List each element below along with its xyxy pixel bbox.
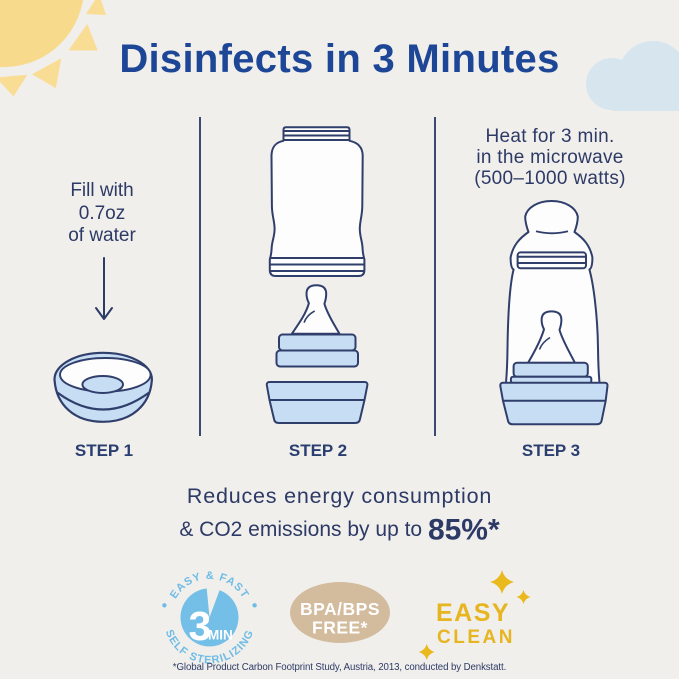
svg-text:FREE*: FREE* — [312, 618, 368, 638]
svg-text:BPA/BPS: BPA/BPS — [300, 599, 380, 619]
svg-text:CLEAN: CLEAN — [437, 627, 515, 648]
svg-text:3: 3 — [189, 603, 212, 649]
svg-text:MIN: MIN — [208, 628, 233, 643]
svg-text:EASY: EASY — [436, 599, 510, 627]
